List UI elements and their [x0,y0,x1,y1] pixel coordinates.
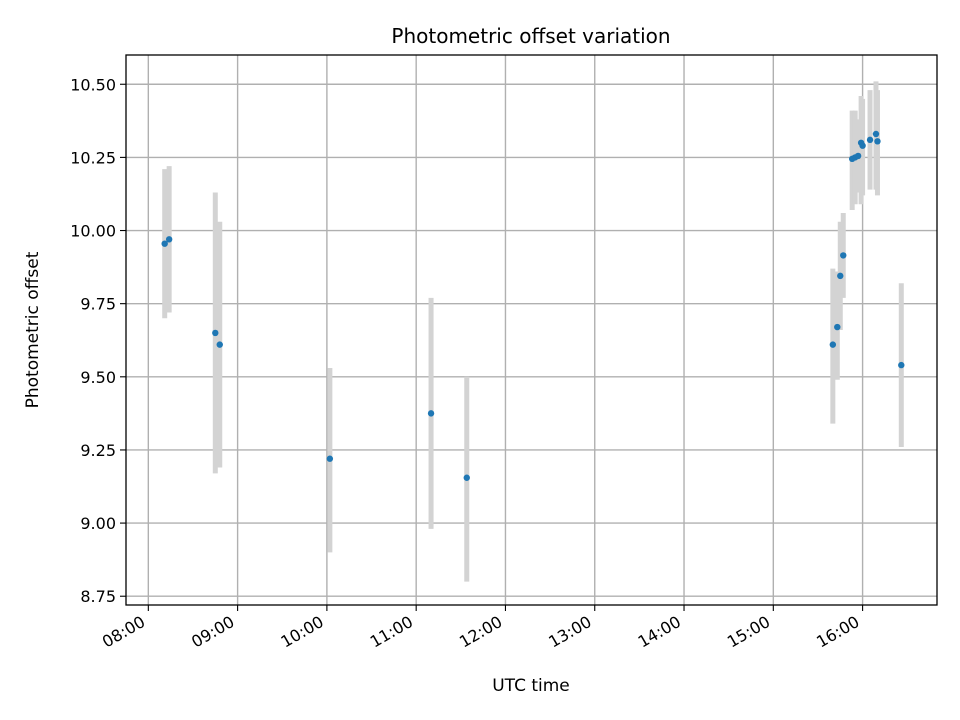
y-gridlines [126,83,937,597]
x-tick-label: 09:00 [188,612,237,652]
y-tick-label: 10.25 [70,148,116,167]
y-tick-label: 9.25 [80,441,116,460]
data-point [326,455,334,462]
y-tick-label: 10.50 [70,75,116,94]
x-tick-label: 15:00 [724,612,773,652]
plot-frame [125,54,938,606]
x-tick-label: 12:00 [456,612,505,652]
x-axis-ticks: 08:00 09:00 10:00 11:00 12:00 13:00 14:00 15:00… [99,605,864,652]
y-tick-label: 9.50 [80,368,116,387]
data-point [874,138,881,145]
chart-title: Photometric offset variation [391,24,670,48]
x-tick-label: 08:00 [99,612,148,652]
data-point [837,272,844,280]
data-point [212,329,219,337]
data-point [216,341,223,348]
data-point [427,410,435,417]
data-points [161,130,905,481]
x-gridlines [147,55,864,605]
data-point [463,474,470,481]
x-tick-label: 13:00 [545,612,594,652]
data-point [834,323,841,331]
y-tick-label: 9.00 [80,514,116,533]
error-bars [162,81,904,582]
x-tick-label: 16:00 [813,612,862,652]
y-axis-ticks: 8.75 9.00 9.25 9.50 9.75 10.00 10.25 10.50 [70,75,126,606]
y-tick-label: 10.00 [70,222,116,241]
x-tick-label: 10:00 [277,612,326,652]
data-point [898,361,905,369]
data-point [859,142,866,149]
x-tick-label: 14:00 [635,612,684,652]
x-tick-label: 11:00 [367,612,416,652]
y-tick-label: 8.75 [80,587,116,606]
data-point [872,130,880,138]
data-point [165,236,173,243]
data-point [829,341,837,348]
data-point [161,240,168,247]
data-point [840,252,847,259]
data-point [866,136,874,144]
data-point [854,152,862,160]
y-tick-label: 9.75 [80,295,116,314]
x-axis-label: UTC time [492,676,570,696]
y-axis-label: Photometric offset [23,251,43,408]
